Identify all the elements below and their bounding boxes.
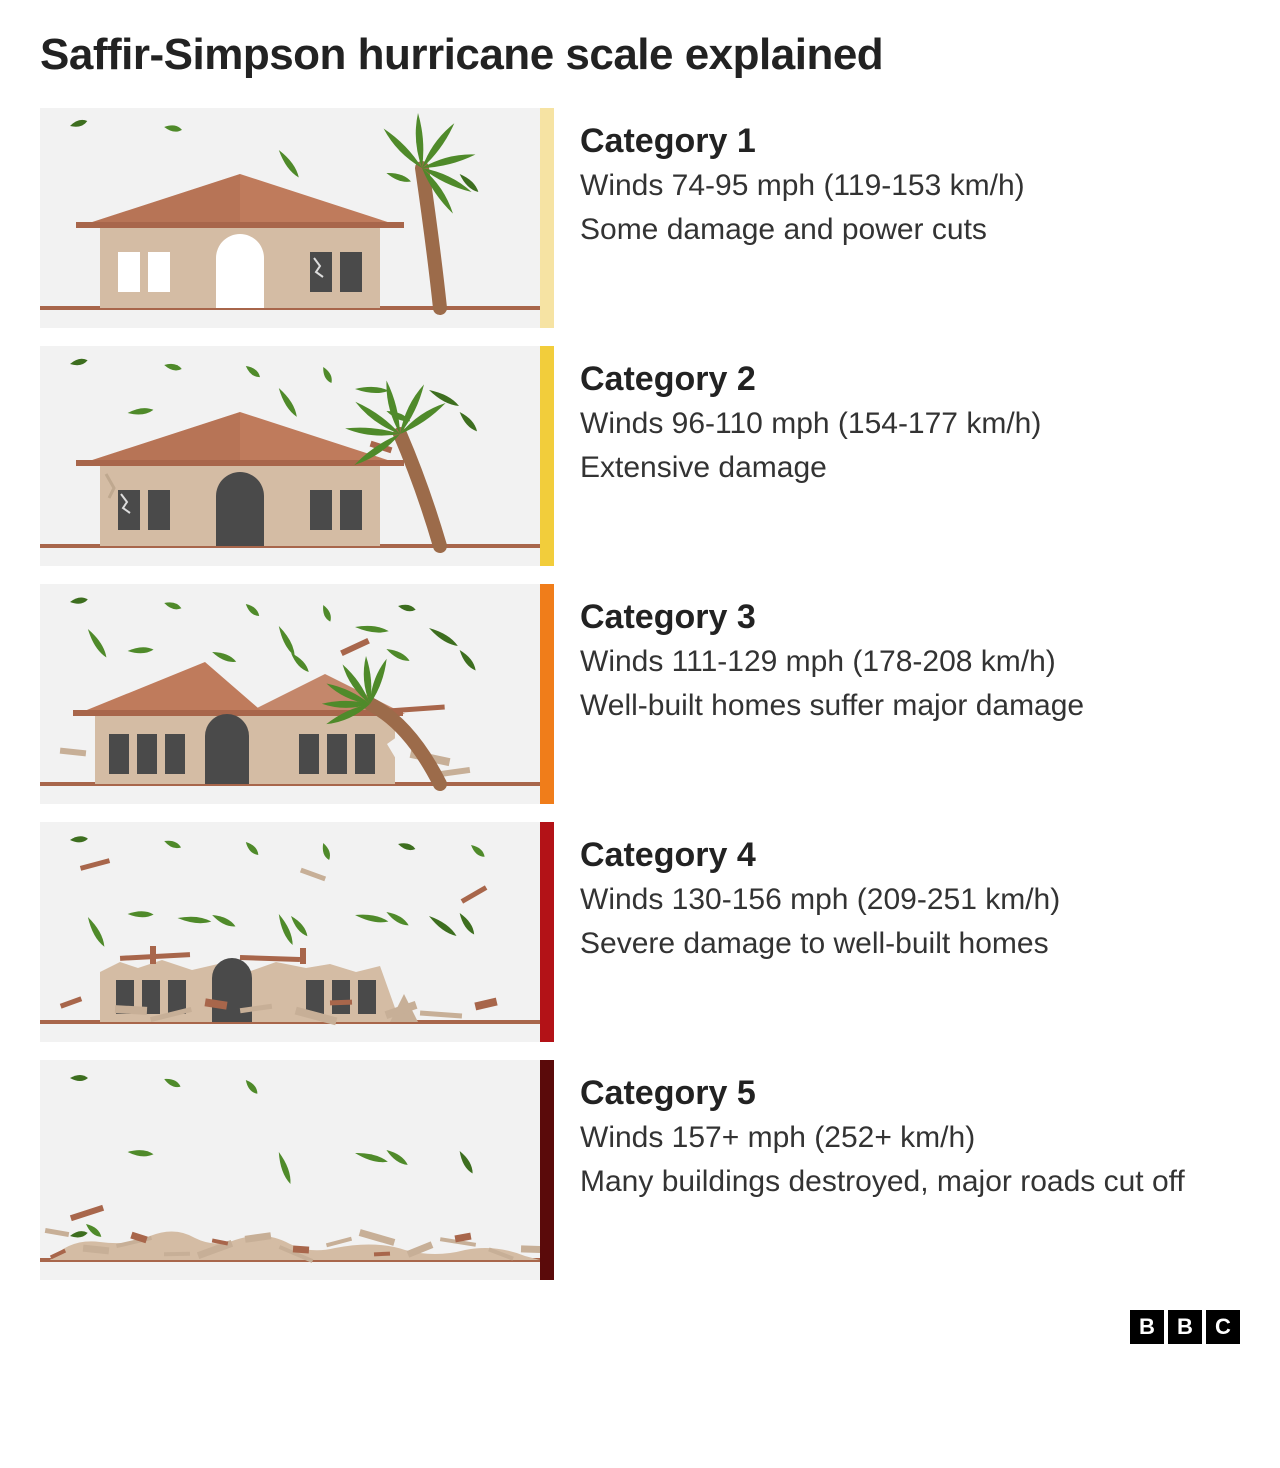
severity-color-bar (540, 1060, 554, 1280)
category-description: Well-built homes suffer major damage (580, 687, 1240, 725)
category-row: Category 5 Winds 157+ mph (252+ km/h) Ma… (40, 1060, 1240, 1280)
bbc-logo: B B C (40, 1310, 1240, 1344)
category-description: Many buildings destroyed, major roads cu… (580, 1163, 1240, 1201)
category-title: Category 1 (580, 122, 1240, 161)
category-list: Category 1 Winds 74-95 mph (119-153 km/h… (40, 108, 1240, 1280)
category-row: Category 2 Winds 96-110 mph (154-177 km/… (40, 346, 1240, 566)
category-text: Category 4 Winds 130-156 mph (209-251 km… (554, 822, 1240, 1042)
category-winds: Winds 74-95 mph (119-153 km/h) (580, 167, 1240, 205)
category-illustration (40, 108, 540, 328)
illustration-panel (40, 346, 540, 566)
illustration-panel (40, 1060, 540, 1280)
category-winds: Winds 111-129 mph (178-208 km/h) (580, 643, 1240, 681)
illustration-panel (40, 108, 540, 328)
category-description: Extensive damage (580, 449, 1240, 487)
category-title: Category 3 (580, 598, 1240, 637)
severity-color-bar (540, 346, 554, 566)
page-title: Saffir-Simpson hurricane scale explained (40, 30, 1240, 80)
category-title: Category 4 (580, 836, 1240, 875)
category-winds: Winds 96-110 mph (154-177 km/h) (580, 405, 1240, 443)
bbc-logo-c: C (1206, 1310, 1240, 1344)
category-row: Category 4 Winds 130-156 mph (209-251 km… (40, 822, 1240, 1042)
bbc-logo-b2: B (1168, 1310, 1202, 1344)
category-description: Some damage and power cuts (580, 211, 1240, 249)
illustration-panel (40, 584, 540, 804)
category-row: Category 1 Winds 74-95 mph (119-153 km/h… (40, 108, 1240, 328)
category-text: Category 1 Winds 74-95 mph (119-153 km/h… (554, 108, 1240, 328)
category-title: Category 5 (580, 1074, 1240, 1113)
category-row: Category 3 Winds 111-129 mph (178-208 km… (40, 584, 1240, 804)
category-winds: Winds 130-156 mph (209-251 km/h) (580, 881, 1240, 919)
bbc-logo-b1: B (1130, 1310, 1164, 1344)
category-text: Category 3 Winds 111-129 mph (178-208 km… (554, 584, 1240, 804)
category-illustration (40, 584, 540, 804)
severity-color-bar (540, 108, 554, 328)
category-winds: Winds 157+ mph (252+ km/h) (580, 1119, 1240, 1157)
category-text: Category 5 Winds 157+ mph (252+ km/h) Ma… (554, 1060, 1240, 1280)
severity-color-bar (540, 584, 554, 804)
category-title: Category 2 (580, 360, 1240, 399)
severity-color-bar (540, 822, 554, 1042)
illustration-panel (40, 822, 540, 1042)
category-illustration (40, 1060, 540, 1280)
category-description: Severe damage to well-built homes (580, 925, 1240, 963)
category-illustration (40, 346, 540, 566)
category-illustration (40, 822, 540, 1042)
category-text: Category 2 Winds 96-110 mph (154-177 km/… (554, 346, 1240, 566)
